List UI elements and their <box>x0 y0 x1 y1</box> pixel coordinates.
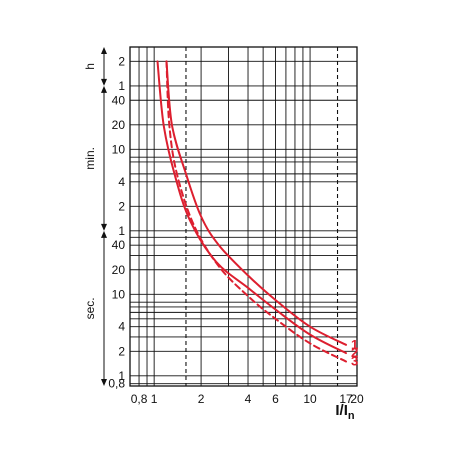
unit-arrow-up <box>101 85 107 93</box>
y-tick-label: 1 <box>118 79 125 93</box>
plot-frame <box>129 46 358 387</box>
y-tick-label: 10 <box>112 142 126 156</box>
x-tick-label: 6 <box>272 392 279 406</box>
axes: 0,8 1 2 4 6 10 1720214020104214020104210,8hmin… <box>83 47 364 406</box>
y-tick-label: 40 <box>112 238 126 252</box>
x-tick-label: 20 <box>350 392 364 406</box>
y-tick-label: 1 <box>118 224 125 238</box>
curve-3 <box>165 60 347 363</box>
x-axis-label: I/In <box>335 402 355 422</box>
y-tick-label: 2 <box>118 344 125 358</box>
curve-label-1: 1 <box>351 337 358 352</box>
x-tick-label: 4 <box>245 392 252 406</box>
y-unit-label: min. <box>83 147 97 170</box>
x-tick-label: 2 <box>198 392 205 406</box>
y-tick-label: 0,8 <box>108 377 125 391</box>
x-tick-label: 10 <box>303 392 317 406</box>
unit-arrow-up <box>101 230 107 238</box>
curves: 123 <box>156 60 358 368</box>
unit-arrow-down <box>101 223 107 231</box>
curve-1 <box>165 60 347 346</box>
y-tick-label: 10 <box>112 287 126 301</box>
unit-arrow-up <box>101 47 107 54</box>
curve-label-3: 3 <box>351 353 358 368</box>
y-tick-label: 4 <box>118 320 125 334</box>
y-tick-label: 20 <box>112 118 126 132</box>
y-unit-label: h <box>83 63 97 70</box>
y-tick-label: 20 <box>112 263 126 277</box>
y-tick-label: 1 <box>118 369 125 383</box>
y-tick-label: 2 <box>118 199 125 213</box>
x-tick-label: 17 <box>339 392 353 406</box>
x-tick-label: 0,8 <box>131 392 148 406</box>
curve-label-2: 2 <box>351 345 358 360</box>
y-tick-label: 40 <box>112 93 126 107</box>
x-axis-label-sub: n <box>348 410 355 422</box>
unit-arrow-down <box>101 78 107 86</box>
grid <box>129 46 358 387</box>
unit-arrow-down <box>101 379 107 386</box>
x-tick-label: 1 <box>151 392 158 406</box>
y-tick-label: 2 <box>118 54 125 68</box>
y-unit-label: sec. <box>83 297 97 319</box>
x-axis-label-main: I/I <box>335 402 348 419</box>
y-tick-label: 4 <box>118 175 125 189</box>
